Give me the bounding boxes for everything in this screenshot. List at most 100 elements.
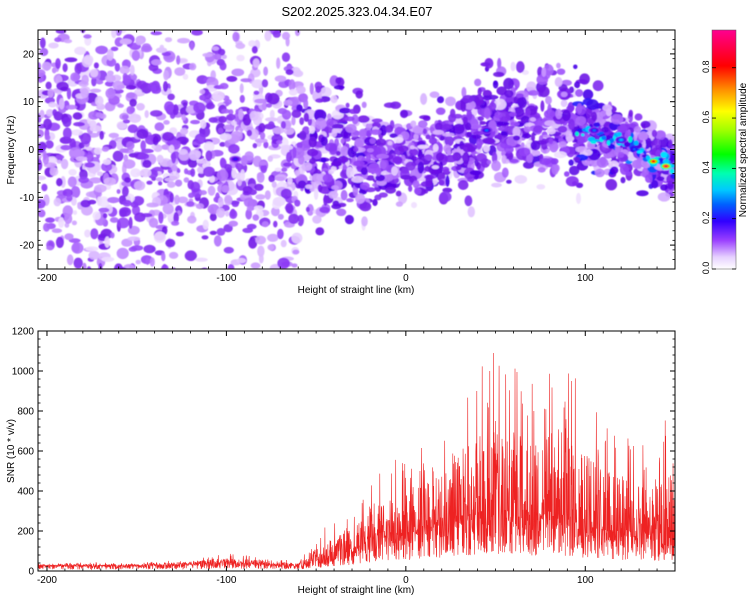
heatmap-cell [196, 159, 208, 164]
heatmap-cell [257, 245, 265, 257]
heatmap-cell [240, 155, 248, 167]
heatmap-cell [442, 166, 450, 173]
heatmap-cell [476, 153, 487, 162]
heatmap-cell [271, 181, 277, 188]
heatmap-cell [167, 93, 175, 101]
heatmap-cell [581, 133, 585, 137]
heatmap-cell [53, 197, 61, 207]
heatmap-cell [117, 103, 124, 108]
heatmap-cell [348, 108, 359, 114]
heatmap-cell [150, 110, 163, 117]
heatmap-cell [271, 206, 280, 217]
heatmap-cell [608, 144, 616, 149]
heatmap-cell [573, 156, 581, 162]
heatmap-cell [201, 267, 208, 269]
heatmap-cell [105, 88, 116, 99]
heatmap-cell [539, 158, 552, 166]
heatmap-cell [602, 104, 613, 112]
heatmap-cell [208, 175, 215, 183]
heatmap-cell [462, 152, 470, 164]
heatmap-cell [122, 74, 132, 84]
heatmap-cell [336, 208, 347, 217]
heatmap-cell [628, 109, 633, 118]
heatmap-cell [500, 131, 508, 136]
heatmap-cell [636, 190, 649, 197]
heatmap-cell [190, 273, 202, 279]
heatmap-cell [422, 128, 427, 135]
heatmap-cell [203, 141, 215, 153]
heatmap-cell [136, 129, 149, 139]
heatmap-cell [104, 236, 110, 248]
heatmap-cell [389, 101, 402, 109]
heatmap-cell [315, 118, 327, 130]
heatmap-cell [152, 135, 159, 146]
heatmap-cell [187, 158, 198, 168]
heatmap-cell [623, 142, 631, 147]
heatmap-cell [200, 119, 207, 129]
heatmap-cell [263, 66, 268, 76]
heatmap-cell [216, 207, 226, 218]
heatmap-cell [484, 107, 491, 120]
heatmap-cell [276, 140, 283, 145]
heatmap-cell [123, 264, 135, 269]
heatmap-cell [537, 167, 546, 173]
heatmap-cell [42, 150, 47, 161]
heatmap-cell [346, 198, 354, 203]
heatmap-cell [591, 111, 598, 122]
heatmap-cell [225, 210, 230, 217]
heatmap-cell [417, 144, 429, 149]
heatmap-cell [312, 215, 322, 224]
heatmap-cell [223, 124, 235, 130]
heatmap-cell [66, 87, 72, 100]
heatmap-cell [361, 216, 368, 227]
heatmap-cell [81, 74, 89, 85]
heatmap-cell [323, 194, 328, 206]
heatmap-cell [493, 98, 507, 110]
heatmap-cell [64, 57, 78, 63]
heatmap-cell [264, 190, 271, 200]
heatmap-cell [140, 213, 153, 218]
heatmap-cell [351, 114, 359, 125]
figure-title: S202.2025.323.04.34.E07 [281, 4, 432, 19]
heatmap-cell [387, 140, 393, 146]
heatmap-hotspot [664, 165, 668, 168]
heatmap-cell [182, 102, 188, 108]
heatmap-cell [448, 113, 457, 123]
heatmap-cell [62, 116, 72, 128]
heatmap-cell [551, 163, 559, 175]
heatmap-cell [221, 108, 231, 114]
colorbar-label: Normalized spectral amplitude [738, 82, 749, 217]
heatmap-cell [326, 113, 332, 121]
heatmap-cell [601, 135, 607, 140]
heatmap-hotspot [485, 129, 489, 132]
heatmap-cell [291, 232, 303, 244]
heatmap-cell [282, 271, 294, 279]
heatmap-cell [220, 185, 230, 193]
heatmap-cell [183, 177, 190, 183]
heatmap-cell [228, 220, 238, 227]
heatmap-cell [283, 99, 293, 106]
heatmap-cell [285, 69, 294, 75]
heatmap-cell [72, 112, 83, 120]
heatmap-cell [280, 188, 292, 199]
heatmap-cell [610, 166, 619, 174]
heatmap-cell [590, 140, 597, 144]
heatmap-cell [177, 196, 189, 204]
heatmap-cell [280, 144, 294, 151]
heatmap-cell [242, 227, 254, 233]
heatmap-cell [488, 102, 497, 111]
heatmap-cell [72, 149, 85, 158]
heatmap-cell [274, 167, 282, 172]
heatmap-cell [422, 115, 431, 122]
heatmap-cell [332, 128, 343, 133]
heatmap-cell [471, 134, 482, 139]
heatmap-cell [73, 257, 83, 269]
heatmap-cell [503, 77, 514, 90]
heatmap-cell [272, 30, 281, 38]
heatmap-cell [62, 127, 72, 139]
heatmap-cell [104, 81, 115, 87]
heatmap-cell [529, 117, 537, 122]
heatmap-cell [253, 22, 260, 29]
heatmap-cell [575, 116, 587, 126]
